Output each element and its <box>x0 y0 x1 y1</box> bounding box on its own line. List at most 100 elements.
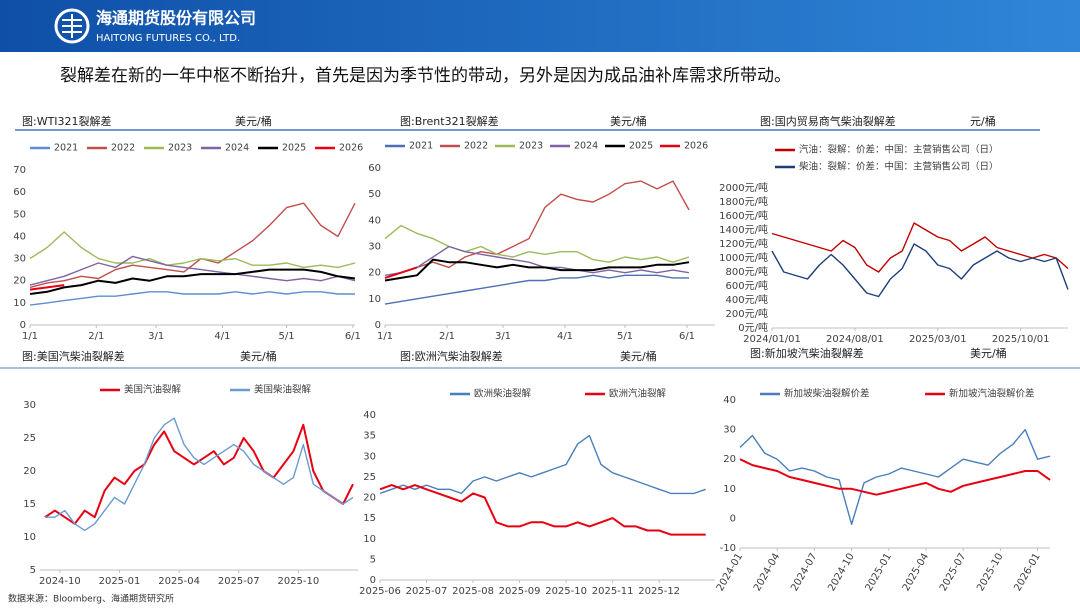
x-tick-label: 2025-01 <box>99 576 141 587</box>
company-en: HAITONG FUTURES CO., LTD. <box>96 33 240 44</box>
legend-label: 2026 <box>339 143 363 154</box>
y-tick-label: 600元/吨 <box>726 279 768 292</box>
y-tick-label: 50 <box>13 209 26 220</box>
x-tick-label: 3/1 <box>148 331 164 342</box>
legend-label: 新加坡汽油裂解价差 <box>949 388 1035 400</box>
x-tick-label: 2025-07 <box>406 586 448 597</box>
y-tick-label: 200元/吨 <box>726 307 768 320</box>
x-tick-label: 2025-07 <box>218 576 260 587</box>
y-tick-label: 40 <box>368 215 381 226</box>
y-tick-label: 15 <box>363 513 376 524</box>
x-tick-label: 5/1 <box>279 331 295 342</box>
legend-label: 2024 <box>574 141 598 152</box>
series-line <box>45 417 354 532</box>
headline: 裂解差在新的一年中枢不断抬升，首先是因为季节性的带动，另外是因为成品油补库需求所… <box>60 66 791 86</box>
legend-label: 2022 <box>464 141 488 152</box>
series-line <box>384 224 690 263</box>
y-tick-label: 0 <box>370 575 376 586</box>
chart-title: 图:新加坡汽柴油裂解差 <box>750 346 864 360</box>
legend-label: 2023 <box>519 141 543 152</box>
series-line <box>384 180 690 279</box>
series-line <box>379 484 706 536</box>
legend-label: 美国汽油裂解 <box>124 384 182 396</box>
series-line <box>29 291 355 306</box>
x-tick-label: 2024/08/01 <box>826 334 884 345</box>
y-tick-label: 70 <box>13 165 26 176</box>
header-band <box>0 0 1080 52</box>
y-tick-label: 30 <box>368 242 381 253</box>
x-tick-label: 2024/01/01 <box>743 334 801 345</box>
y-tick-label: 10 <box>363 534 376 545</box>
x-tick-label: 2025-08 <box>452 586 494 597</box>
x-tick-label: 5/1 <box>617 331 633 342</box>
y-tick-label: 25 <box>363 472 376 483</box>
y-tick-label: 2000元/吨 <box>719 181 768 194</box>
y-tick-label: 800元/吨 <box>726 265 768 278</box>
x-tick-label: 4/1 <box>557 331 573 342</box>
y-tick-label: 1000元/吨 <box>719 251 768 264</box>
legend-label: 欧洲汽油裂解 <box>609 388 667 400</box>
series-line <box>384 266 418 279</box>
series-line <box>384 274 689 305</box>
y-tick-label: 10 <box>368 294 381 305</box>
x-tick-label: 6/1 <box>345 331 361 342</box>
unit-label: 美元/桶 <box>620 349 657 363</box>
series-line <box>771 243 1069 298</box>
y-tick-label: 10 <box>23 532 36 543</box>
series-line <box>29 202 356 289</box>
source: 数据来源：Bloomberg、海通期货研究所 <box>8 593 174 605</box>
chart-title: 图:WTI321裂解差 <box>22 114 112 128</box>
chart-title: 图:美国汽柴油裂解差 <box>22 349 125 363</box>
chart-title: 图:国内贸易商气柴油裂解差 <box>760 114 896 128</box>
y-tick-label: 0 <box>375 320 381 331</box>
y-tick-label: 20 <box>23 466 36 477</box>
legend-label: 2022 <box>111 143 135 154</box>
x-tick-label: 1/1 <box>377 331 393 342</box>
legend-label: 2023 <box>168 143 192 154</box>
unit-label: 元/桶 <box>970 114 996 128</box>
x-tick-label: 2/1 <box>439 331 455 342</box>
x-tick-label: 2/1 <box>88 331 104 342</box>
y-tick-label: 0元/吨 <box>738 321 768 334</box>
y-tick-label: 60 <box>368 163 381 174</box>
legend-label: 汽油：裂解：价差：中国：主营销售公司（日） <box>799 144 999 156</box>
y-tick-label: 0 <box>730 513 736 524</box>
x-tick-label: 2025-12 <box>638 586 680 597</box>
y-tick-label: 5 <box>30 565 36 576</box>
unit-label: 美元/桶 <box>610 114 647 128</box>
company: 海通期货股份有限公司 <box>96 9 256 28</box>
unit-label: 美元/桶 <box>240 349 277 363</box>
y-tick-label: 40 <box>363 410 376 421</box>
x-tick-label: 2025-10 <box>277 576 319 587</box>
x-tick-label: 2025-10 <box>545 586 587 597</box>
x-tick-label: 4/1 <box>214 331 230 342</box>
logo <box>54 8 90 44</box>
series-line <box>29 231 356 269</box>
y-tick-label: 30 <box>363 451 376 462</box>
series-line <box>739 458 1051 496</box>
x-tick-label: 2024-10 <box>39 576 81 587</box>
y-tick-label: 1400元/吨 <box>719 223 768 236</box>
y-tick-label: -10 <box>720 543 736 554</box>
x-tick-label: 2025/10/01 <box>992 334 1050 345</box>
chart-title: 图:欧洲汽柴油裂解差 <box>400 349 503 363</box>
y-tick-label: 15 <box>23 499 36 510</box>
y-tick-label: 25 <box>23 433 36 444</box>
y-tick-label: 1200元/吨 <box>719 237 768 250</box>
x-tick-label: 2025-11 <box>592 586 634 597</box>
series-line <box>29 255 356 286</box>
x-tick-label: 2025/03/01 <box>909 334 967 345</box>
x-tick-label: 2025-06 <box>359 586 401 597</box>
y-tick-label: 35 <box>363 431 376 442</box>
x-tick-label: 2025-09 <box>499 586 541 597</box>
y-tick-label: 20 <box>368 268 381 279</box>
chart-title: 图:Brent321裂解差 <box>400 114 499 128</box>
series-line <box>739 428 1051 525</box>
y-tick-label: 20 <box>723 454 736 465</box>
series-line <box>771 222 1069 273</box>
x-tick-label: 3/1 <box>495 331 511 342</box>
legend-label: 2024 <box>225 143 249 154</box>
legend-label: 美国柴油裂解 <box>254 384 312 396</box>
y-tick-label: 50 <box>368 189 381 200</box>
